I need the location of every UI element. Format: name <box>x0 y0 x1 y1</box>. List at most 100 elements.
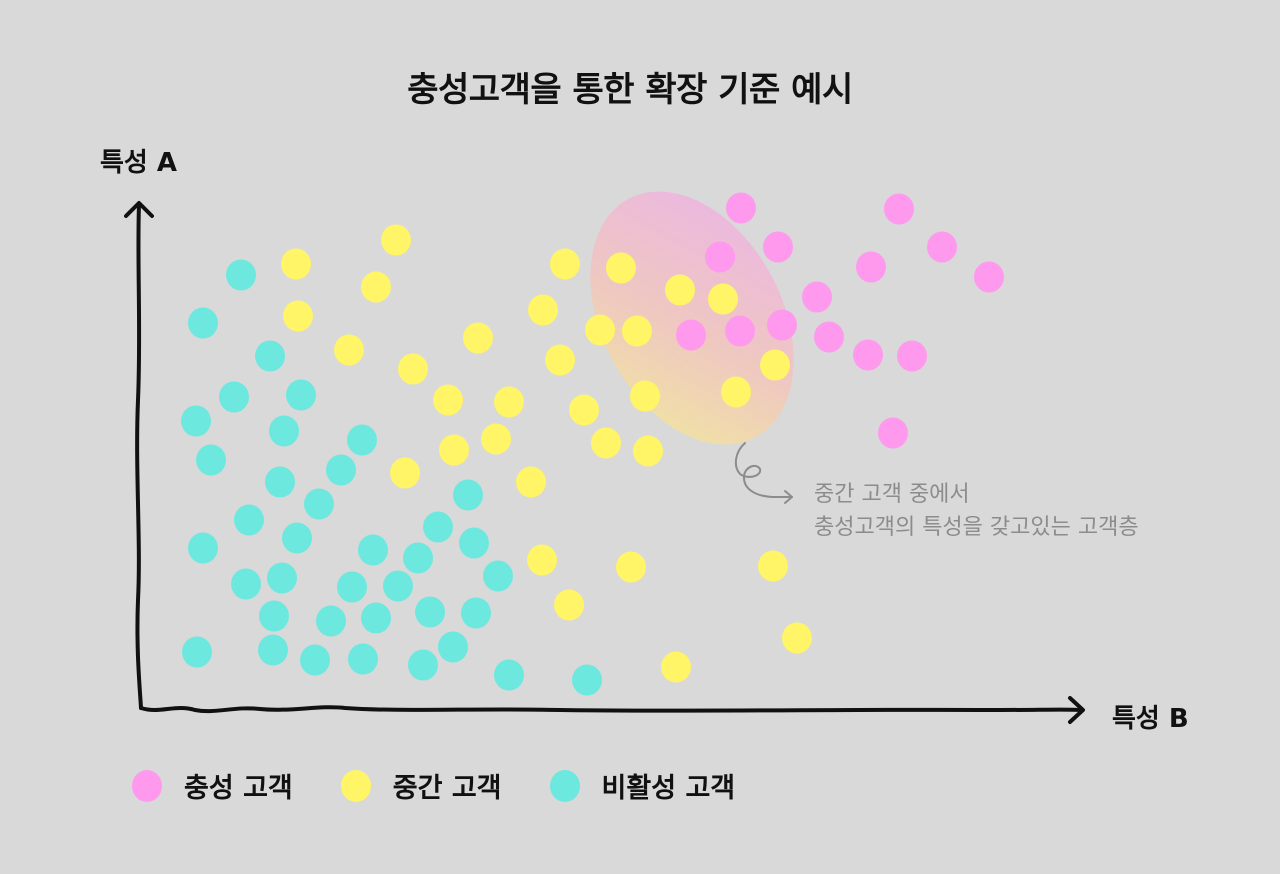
data-point <box>661 651 691 683</box>
data-point <box>347 424 377 456</box>
data-point <box>182 636 212 668</box>
data-point <box>281 248 311 280</box>
data-point <box>572 664 602 696</box>
data-point <box>258 634 288 666</box>
data-point <box>763 231 793 263</box>
data-point <box>554 589 584 621</box>
data-point <box>196 444 226 476</box>
data-point <box>439 434 469 466</box>
data-point <box>569 394 599 426</box>
data-point <box>361 602 391 634</box>
data-point <box>878 417 908 449</box>
data-point <box>453 479 483 511</box>
data-point <box>361 271 391 303</box>
data-point <box>337 571 367 603</box>
x-axis-label: 특성 B <box>1112 704 1189 734</box>
legend-label: 충성 고객 <box>184 773 293 804</box>
x-axis-line <box>139 705 1084 714</box>
data-point <box>622 315 652 347</box>
data-point <box>516 466 546 498</box>
data-point <box>188 307 218 339</box>
data-point <box>269 415 299 447</box>
data-point <box>415 596 445 628</box>
data-point <box>853 339 883 371</box>
annotation-line-1: 중간 고객 중에서 <box>814 482 970 507</box>
data-point <box>459 527 489 559</box>
data-point <box>231 568 261 600</box>
data-point <box>461 597 491 629</box>
axes <box>124 201 1085 724</box>
legend-label: 비활성 고객 <box>601 773 736 804</box>
data-point <box>381 224 411 256</box>
data-point <box>181 405 211 437</box>
data-point <box>408 649 438 681</box>
data-point <box>226 259 256 291</box>
legend-label: 중간 고객 <box>392 773 502 804</box>
data-point <box>188 532 218 564</box>
annotation-arrow-icon <box>734 442 793 504</box>
data-point <box>234 504 264 536</box>
data-point <box>725 315 755 347</box>
data-point <box>398 353 428 385</box>
data-point <box>334 334 364 366</box>
data-point <box>545 344 575 376</box>
data-point <box>304 488 334 520</box>
data-point <box>897 340 927 372</box>
data-point <box>282 522 312 554</box>
data-point <box>433 384 463 416</box>
legend-dot-icon <box>340 769 371 802</box>
data-point <box>219 381 249 413</box>
data-point <box>403 542 433 574</box>
chart-title: 충성고객을 통한 확장 기준 예시 <box>407 70 853 110</box>
data-point <box>721 376 751 408</box>
data-point <box>265 466 295 498</box>
data-point <box>974 261 1004 293</box>
data-point <box>726 192 756 224</box>
data-point <box>665 274 695 306</box>
data-point <box>856 251 886 283</box>
data-point <box>383 570 413 602</box>
annotation-line-2: 충성고객의 특성을 갖고있는 고객층 <box>814 515 1139 540</box>
data-point <box>802 281 832 313</box>
legend-dot-icon <box>549 769 580 802</box>
data-point <box>927 231 957 263</box>
y-axis-label: 특성 A <box>100 148 178 178</box>
legend-item-loyal: 충성 고객 <box>132 766 293 805</box>
annotation-text: 중간 고객 중에서 충성고객의 특성을 갖고있는 고객층 <box>814 478 1139 544</box>
data-point <box>300 644 330 676</box>
data-point <box>616 551 646 583</box>
data-point <box>676 319 706 351</box>
y-axis-line <box>135 203 143 710</box>
data-point <box>259 600 289 632</box>
data-point <box>494 659 524 691</box>
data-point <box>585 314 615 346</box>
data-point <box>283 300 313 332</box>
data-point <box>286 379 316 411</box>
data-point <box>630 380 660 412</box>
data-point <box>348 643 378 675</box>
data-point <box>481 423 511 455</box>
data-point <box>782 622 812 654</box>
data-point <box>708 283 738 315</box>
data-point <box>255 340 285 372</box>
data-point <box>758 550 788 582</box>
y-axis-arrow-icon <box>124 201 154 218</box>
data-points <box>181 192 1004 696</box>
legend: 충성 고객 중간 고객 비활성 고객 <box>132 766 783 805</box>
data-point <box>760 349 790 381</box>
data-point <box>591 427 621 459</box>
legend-item-inactive: 비활성 고객 <box>549 766 736 805</box>
data-point <box>527 544 557 576</box>
data-point <box>494 386 524 418</box>
data-point <box>483 560 513 592</box>
data-point <box>267 562 297 594</box>
data-point <box>884 193 914 225</box>
data-point <box>358 534 388 566</box>
data-point <box>705 241 735 273</box>
data-point <box>814 321 844 353</box>
data-point <box>606 252 636 284</box>
data-point <box>423 511 453 543</box>
data-point <box>463 322 493 354</box>
x-axis-arrow-icon <box>1068 696 1085 724</box>
